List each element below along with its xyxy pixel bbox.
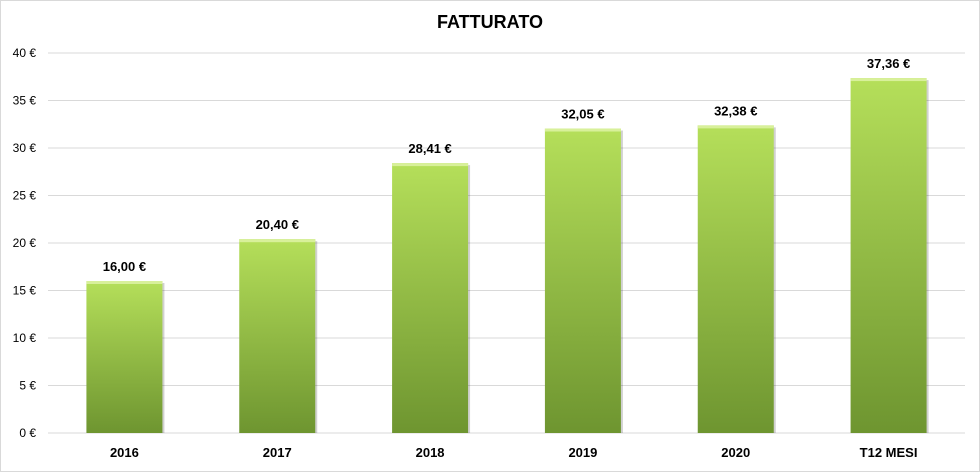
- bar-top-highlight: [239, 239, 316, 243]
- bar: [544, 128, 621, 433]
- y-tick-label: 30 €: [13, 141, 37, 155]
- bar-top-highlight: [392, 163, 469, 167]
- bar: [850, 78, 927, 433]
- x-axis: 2016 2017 2018 2019 2020 T12 MESI: [110, 445, 918, 460]
- bars: 16,00 € 20,40 € 28,41 € 32,05 € 32,38 € 37,36…: [86, 56, 929, 434]
- data-label: 16,00 €: [103, 259, 146, 274]
- y-tick-label: 25 €: [13, 189, 37, 203]
- chart-title: FATTURATO: [437, 12, 543, 32]
- x-tick-label: 2019: [568, 445, 597, 460]
- y-tick-label: 35 €: [13, 94, 37, 108]
- x-tick-label: 2017: [263, 445, 292, 460]
- bar-top-highlight: [850, 78, 927, 82]
- y-axis: 0 € 5 € 10 € 15 € 20 € 25 € 30 € 35 € 40 €: [13, 46, 37, 440]
- x-tick-label: T12 MESI: [860, 445, 918, 460]
- bar: [392, 163, 469, 434]
- data-label: 20,40 €: [256, 217, 299, 232]
- x-tick-label: 2016: [110, 445, 139, 460]
- bar-top-highlight: [86, 281, 163, 284]
- y-tick-label: 40 €: [13, 46, 37, 60]
- bar-top-highlight: [544, 128, 621, 132]
- data-label: 32,38 €: [714, 103, 757, 118]
- bar-top-highlight: [697, 125, 774, 129]
- data-label: 32,05 €: [561, 107, 604, 122]
- bar: [239, 239, 316, 433]
- y-tick-label: 5 €: [19, 379, 36, 393]
- gridlines: [48, 52, 965, 434]
- x-tick-label: 2020: [721, 445, 750, 460]
- data-label: 28,41 €: [408, 141, 451, 156]
- y-tick-label: 20 €: [13, 236, 37, 250]
- y-tick-label: 10 €: [13, 331, 37, 345]
- x-tick-label: 2018: [416, 445, 445, 460]
- bar: [697, 125, 774, 433]
- data-label: 37,36 €: [867, 56, 910, 71]
- y-tick-label: 0 €: [19, 426, 36, 440]
- bar: [86, 281, 163, 433]
- y-tick-label: 15 €: [13, 284, 37, 298]
